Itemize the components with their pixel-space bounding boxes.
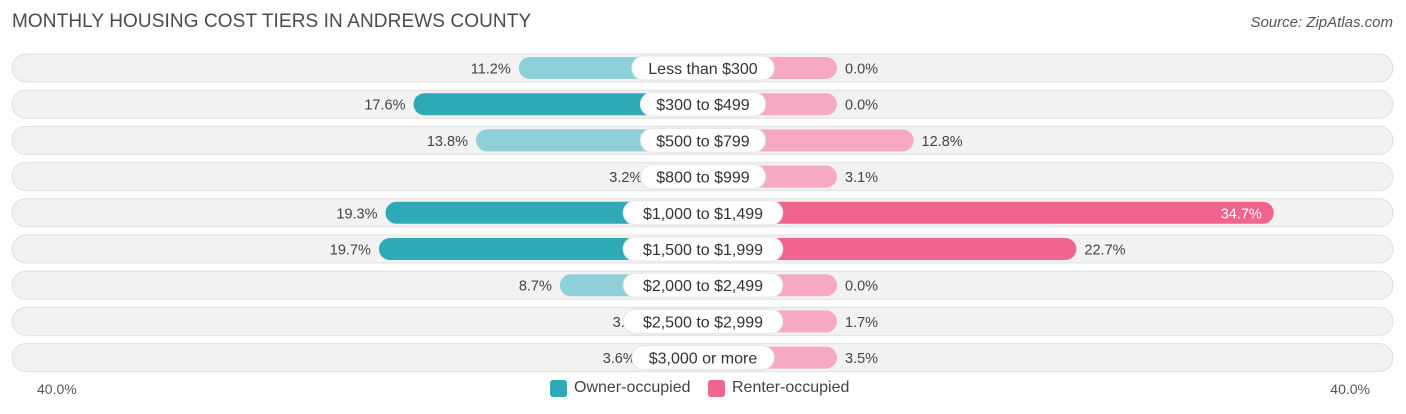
category-pill bbox=[622, 272, 784, 298]
owner-value-label: 8.7% bbox=[519, 279, 552, 295]
renter-value-label: 34.7% bbox=[1221, 206, 1262, 222]
renter-bar bbox=[691, 238, 1077, 260]
renter-value-label: 0.0% bbox=[845, 279, 878, 295]
category-pill bbox=[639, 91, 767, 117]
category-pill bbox=[639, 164, 767, 190]
renter-value-label: 12.8% bbox=[922, 134, 963, 150]
legend-owner-swatch bbox=[550, 379, 567, 397]
category-label: $1,000 to $1,499 bbox=[643, 206, 763, 223]
legend-renter: Renter-occupied bbox=[708, 379, 849, 397]
category-label: $500 to $799 bbox=[656, 133, 750, 150]
owner-bar bbox=[413, 93, 715, 116]
category-pill bbox=[631, 55, 775, 81]
axis-left-label: 40.0% bbox=[37, 381, 77, 397]
legend-renter-label: Renter-occupied bbox=[732, 379, 850, 396]
chart-canvas: 11.2% 0.0% Less than $300 17.6% 0.0% $300 to … bbox=[11, 53, 1394, 373]
category-label: Less than $300 bbox=[648, 61, 758, 78]
category-pill bbox=[622, 236, 784, 262]
category-pill bbox=[622, 200, 784, 226]
axis-right-label: 40.0% bbox=[1330, 381, 1370, 397]
category-label: $1,500 to $1,999 bbox=[643, 242, 763, 259]
category-label: $3,000 or more bbox=[649, 351, 758, 368]
owner-value-label: 11.2% bbox=[471, 62, 511, 78]
renter-value-label: 0.0% bbox=[845, 98, 878, 114]
owner-value-label: 17.6% bbox=[364, 98, 405, 114]
source-note: Source: ZipAtlas.com bbox=[1250, 14, 1393, 31]
category-pill bbox=[622, 308, 784, 334]
owner-value-label: 3.2% bbox=[609, 170, 642, 186]
owner-value-label: 19.7% bbox=[330, 243, 371, 259]
category-label: $300 to $499 bbox=[656, 97, 750, 114]
owner-value-label: 13.8% bbox=[427, 134, 468, 150]
legend-owner: Owner-occupied bbox=[550, 379, 691, 397]
chart-title: MONTHLY HOUSING COST TIERS IN ANDREWS CO… bbox=[12, 11, 532, 32]
renter-value-label: 3.1% bbox=[845, 170, 878, 186]
renter-value-label: 22.7% bbox=[1084, 243, 1125, 259]
renter-value-label: 3.5% bbox=[845, 351, 878, 367]
category-label: $2,500 to $2,999 bbox=[643, 314, 763, 331]
legend: Owner-occupied Renter-occupied bbox=[0, 379, 1406, 401]
legend-owner-label: Owner-occupied bbox=[574, 379, 691, 396]
category-pill bbox=[639, 127, 767, 153]
category-pill bbox=[631, 345, 775, 371]
category-label: $2,000 to $2,499 bbox=[643, 278, 763, 295]
category-label: $800 to $999 bbox=[656, 170, 750, 187]
owner-value-label: 3.6% bbox=[603, 351, 636, 367]
renter-value-label: 1.7% bbox=[845, 315, 878, 331]
renter-value-label: 0.0% bbox=[845, 62, 878, 78]
legend-renter-swatch bbox=[708, 379, 725, 397]
owner-value-label: 19.3% bbox=[336, 206, 377, 222]
renter-bar bbox=[691, 201, 1274, 224]
